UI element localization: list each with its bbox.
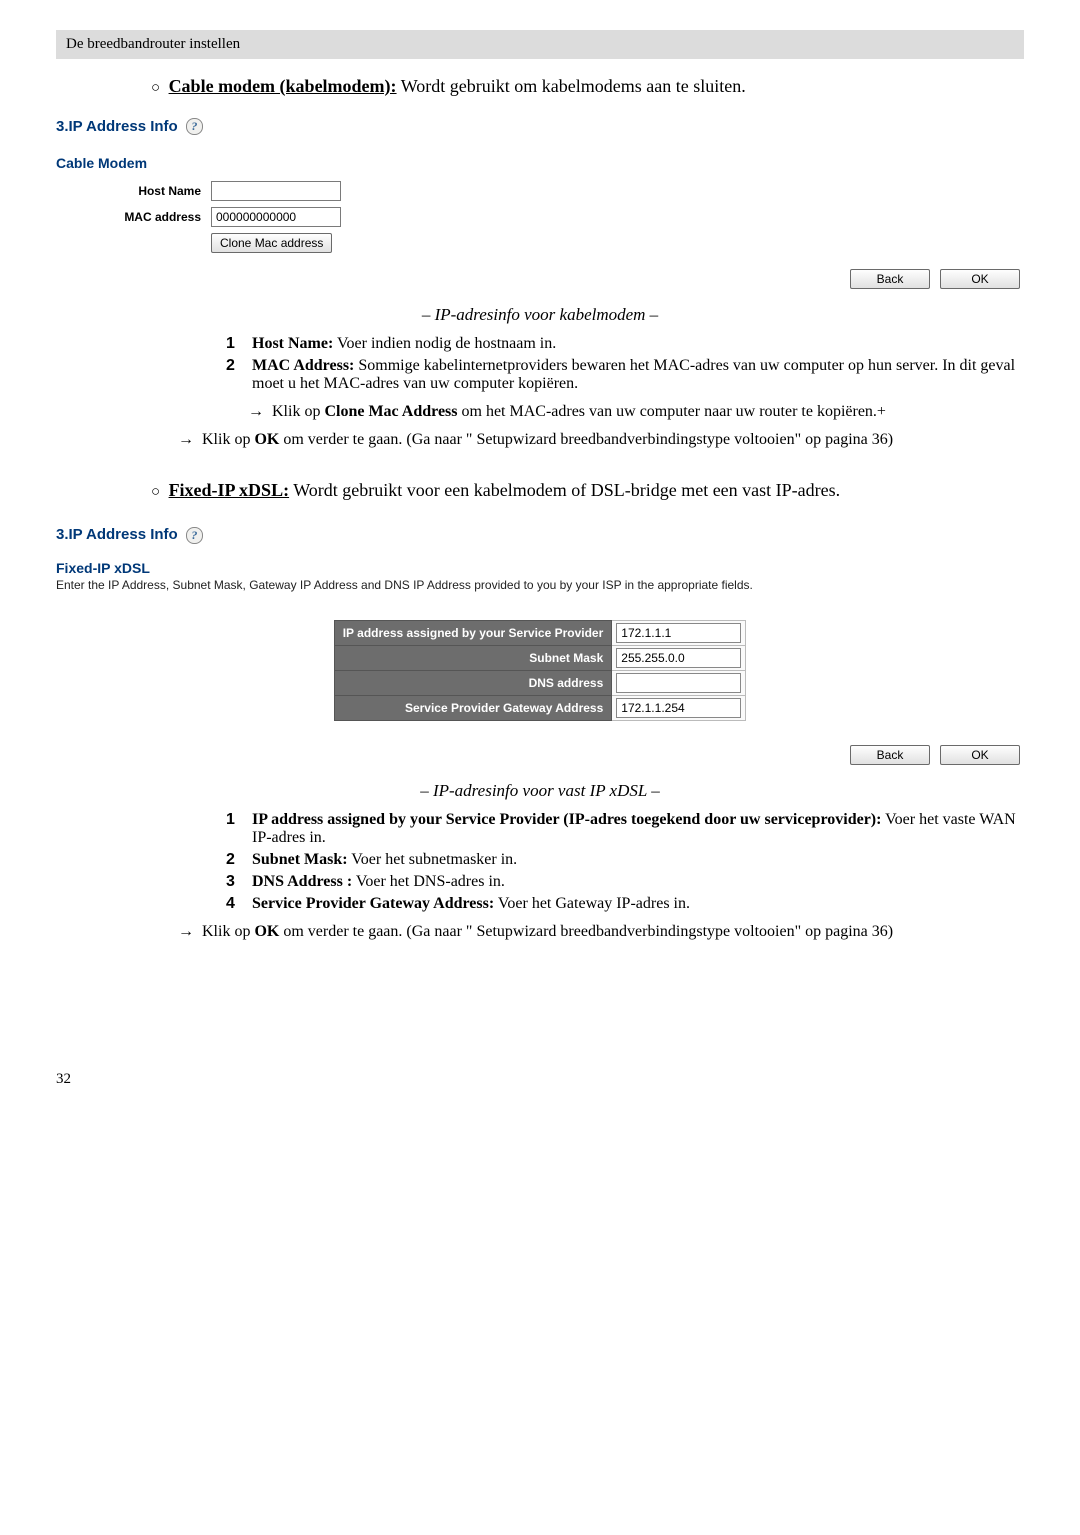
button-row-2: Back OK bbox=[56, 735, 1024, 769]
ok-button[interactable]: OK bbox=[940, 745, 1020, 765]
page-header-bar: De breedbandrouter instellen bbox=[56, 30, 1024, 59]
fixed-ip-label: Fixed-IP xDSL: bbox=[169, 480, 290, 500]
list-item: 4 Service Provider Gateway Address: Voer… bbox=[226, 895, 1024, 913]
mac-address-label: MAC address bbox=[56, 210, 211, 224]
table-row: Service Provider Gateway Address bbox=[334, 695, 746, 720]
fixed-ip-subtitle: Fixed-IP xDSL bbox=[56, 560, 1024, 576]
bullet-circle-icon: ○ bbox=[151, 484, 160, 500]
table-row: DNS address bbox=[334, 670, 746, 695]
back-button[interactable]: Back bbox=[850, 745, 930, 765]
list-item: 2 MAC Address: Sommige kabelinternetprov… bbox=[226, 357, 1024, 393]
cable-modem-text: Wordt gebruikt om kabelmodems aan te slu… bbox=[397, 76, 746, 96]
list-item: 1 IP address assigned by your Service Pr… bbox=[226, 811, 1024, 847]
list-item: 2 Subnet Mask: Voer het subnetmasker in. bbox=[226, 851, 1024, 869]
section-fixed-ip-heading: ○ Fixed-IP xDSL: Wordt gebruikt voor een… bbox=[151, 477, 1024, 504]
cable-modem-label: Cable modem (kabelmodem): bbox=[169, 76, 397, 96]
clone-mac-row: Clone Mac address bbox=[56, 233, 1024, 253]
cable-modem-subtitle: Cable Modem bbox=[56, 155, 1024, 171]
page-container: De breedbandrouter instellen ○ Cable mod… bbox=[0, 0, 1080, 1128]
arrow-icon: → bbox=[178, 431, 202, 449]
subnet-mask-label: Subnet Mask bbox=[334, 645, 612, 670]
fixed-ip-text: Wordt gebruikt voor een kabelmodem of DS… bbox=[289, 480, 840, 500]
page-number: 32 bbox=[56, 1071, 1024, 1088]
table-row: Subnet Mask bbox=[334, 645, 746, 670]
arrow-note-ok-2: → Klik op OK om verder te gaan. (Ga naar… bbox=[56, 923, 1024, 941]
dns-address-input[interactable] bbox=[616, 673, 741, 693]
mac-address-input[interactable] bbox=[211, 207, 341, 227]
header-title: De breedbandrouter instellen bbox=[66, 36, 240, 52]
gateway-address-input[interactable] bbox=[616, 698, 741, 718]
list-item: 3 DNS Address : Voer het DNS-adres in. bbox=[226, 873, 1024, 891]
gateway-address-label: Service Provider Gateway Address bbox=[334, 695, 612, 720]
arrow-note-ok-1: → Klik op OK om verder te gaan. (Ga naar… bbox=[56, 431, 1024, 449]
caption-fixed-ip: – IP-adresinfo voor vast IP xDSL – bbox=[56, 781, 1024, 801]
screenshot-cable-modem: 3.IP Address Info ? Cable Modem Host Nam… bbox=[56, 116, 1024, 294]
ordered-list-2: 1 IP address assigned by your Service Pr… bbox=[56, 811, 1024, 913]
host-name-label: Host Name bbox=[56, 184, 211, 198]
host-name-input[interactable] bbox=[211, 181, 341, 201]
host-name-row: Host Name bbox=[56, 181, 1024, 201]
ip-assigned-label: IP address assigned by your Service Prov… bbox=[334, 620, 612, 645]
arrow-note-clone: → Klik op Clone Mac Address om het MAC-a… bbox=[56, 403, 1024, 421]
fixed-ip-table: IP address assigned by your Service Prov… bbox=[334, 620, 747, 721]
button-row-1: Back OK bbox=[56, 259, 1024, 293]
ip-assigned-input[interactable] bbox=[616, 623, 741, 643]
bullet-circle-icon: ○ bbox=[151, 80, 160, 96]
fixed-ip-description: Enter the IP Address, Subnet Mask, Gatew… bbox=[56, 578, 1024, 592]
ip-address-info-title-2: 3.IP Address Info ? bbox=[56, 524, 1024, 546]
section-cable-modem-heading: ○ Cable modem (kabelmodem): Wordt gebrui… bbox=[151, 73, 1024, 100]
back-button[interactable]: Back bbox=[850, 269, 930, 289]
subnet-mask-input[interactable] bbox=[616, 648, 741, 668]
screenshot-fixed-ip: 3.IP Address Info ? Fixed-IP xDSL Enter … bbox=[56, 524, 1024, 769]
help-icon[interactable]: ? bbox=[186, 527, 203, 544]
clone-mac-button[interactable]: Clone Mac address bbox=[211, 233, 332, 253]
mac-address-row: MAC address bbox=[56, 207, 1024, 227]
arrow-icon: → bbox=[178, 923, 202, 941]
ordered-list-1: 1 Host Name: Voer indien nodig de hostna… bbox=[56, 335, 1024, 393]
caption-cable-modem: – IP-adresinfo voor kabelmodem – bbox=[56, 305, 1024, 325]
ip-address-info-title: 3.IP Address Info ? bbox=[56, 116, 1024, 138]
ok-button[interactable]: OK bbox=[940, 269, 1020, 289]
arrow-icon: → bbox=[248, 403, 272, 421]
list-item: 1 Host Name: Voer indien nodig de hostna… bbox=[226, 335, 1024, 353]
help-icon[interactable]: ? bbox=[186, 118, 203, 135]
dns-address-label: DNS address bbox=[334, 670, 612, 695]
table-row: IP address assigned by your Service Prov… bbox=[334, 620, 746, 645]
